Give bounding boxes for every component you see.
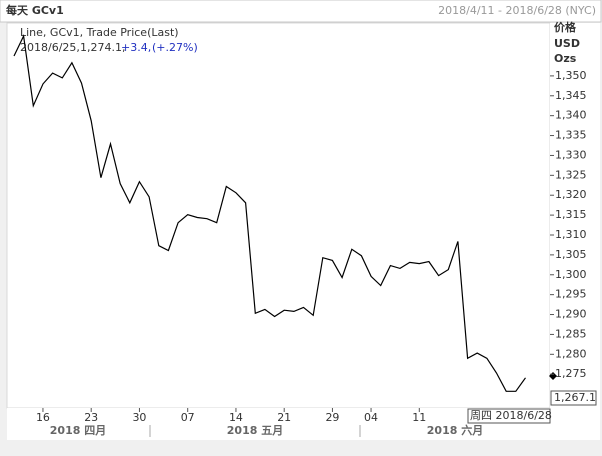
- month-label: 2018 四月: [50, 424, 106, 437]
- month-label: 2018 五月: [227, 424, 283, 437]
- y-tick-label: 1,335: [555, 129, 587, 142]
- x-tick-label: 30: [132, 411, 146, 424]
- y-tick-label: 1,285: [555, 327, 587, 340]
- plot-area: [6, 22, 551, 409]
- x-tick-label: 16: [36, 411, 50, 424]
- y-unit: Ozs: [554, 52, 577, 65]
- x-tick-label: 21: [277, 411, 291, 424]
- y-unit: 价格: [554, 20, 577, 34]
- y-tick-label: 1,280: [555, 347, 587, 360]
- legend-title: Line, GCv1, Trade Price(Last): [20, 26, 179, 39]
- legend-date: 2018/6/25,: [20, 41, 80, 54]
- y-tick-label: 1,345: [555, 89, 587, 102]
- y-tick-label: 1,300: [555, 268, 587, 281]
- y-tick-label: 1,310: [555, 228, 587, 241]
- cursor-label: 周四 2018/6/28: [470, 409, 552, 422]
- x-tick-label: 04: [364, 411, 378, 424]
- x-tick-label: 29: [325, 411, 339, 424]
- cursor-box: [467, 408, 551, 424]
- header-left: 每天 GCv1: [6, 3, 64, 17]
- y-tick-label: 1,290: [555, 308, 587, 321]
- y-axis-area: [550, 23, 600, 408]
- legend-change-pct: (+.27%): [152, 41, 198, 54]
- x-tick-label: 23: [84, 411, 98, 424]
- y-tick-label: 1,325: [555, 168, 587, 181]
- month-label: 2018 六月: [427, 423, 483, 437]
- price-tag-box: [550, 390, 597, 406]
- y-tick-label: 1,315: [555, 208, 587, 221]
- y-tick-label: 1,275: [555, 367, 587, 380]
- y-tick-label: 1,305: [555, 248, 587, 261]
- x-tick-label: 07: [181, 411, 195, 424]
- x-tick-label: 11: [412, 411, 426, 424]
- price-line: [13, 34, 526, 392]
- header-right: 2018/4/11 - 2018/6/28 (NYC): [438, 4, 596, 17]
- x-tick-label: 14: [229, 411, 243, 424]
- y-tick-label: 1,340: [555, 109, 587, 122]
- legend-price: 1,274.1,: [80, 41, 125, 54]
- y-tick-label: 1,320: [555, 188, 587, 201]
- price-tag: 1,267.1: [554, 391, 596, 404]
- legend-change: +3.4,: [121, 41, 151, 54]
- y-tick-label: 1,295: [555, 288, 587, 301]
- y-unit: USD: [554, 37, 580, 50]
- header-bar: [0, 0, 602, 23]
- y-tick-label: 1,330: [555, 148, 587, 161]
- y-tick-label: 1,350: [555, 69, 587, 82]
